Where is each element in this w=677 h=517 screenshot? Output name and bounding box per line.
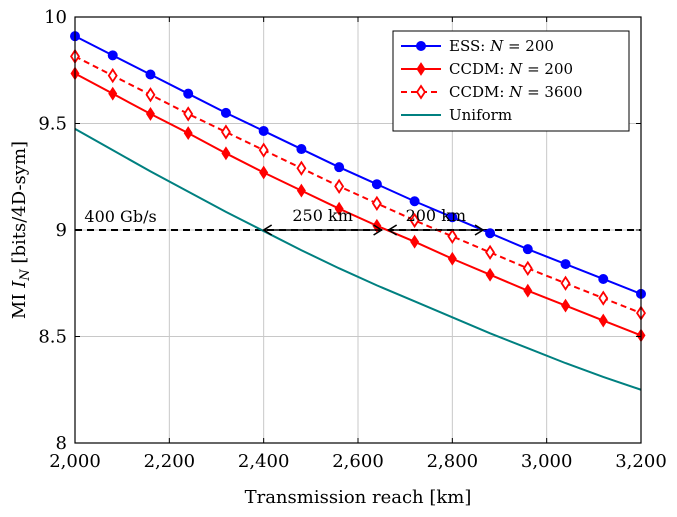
marker-diamond	[108, 86, 118, 101]
series-line	[74, 55, 642, 315]
marker-diamond-open	[220, 124, 231, 140]
x-tick-label: 3,000	[521, 451, 573, 472]
legend-item: CCDM: N = 200	[401, 60, 573, 78]
marker-circle	[183, 88, 194, 99]
marker-circle	[296, 144, 307, 155]
marker-diamond	[598, 313, 608, 328]
marker-diamond-open	[598, 290, 609, 306]
marker-circle	[145, 69, 156, 80]
series-line	[74, 127, 642, 391]
marker-diamond	[221, 146, 231, 161]
gap-arrow-head-left	[262, 224, 273, 236]
marker-circle	[447, 212, 458, 223]
marker-circle	[416, 41, 426, 51]
marker-circle	[220, 107, 231, 118]
series-layer	[70, 31, 646, 391]
marker-circle	[409, 196, 420, 207]
y-axis-label: MI IN [bits/4D-sym]	[9, 141, 33, 319]
series-line	[74, 35, 642, 295]
marker-diamond-open	[107, 67, 118, 84]
series-ccdm-n-200	[70, 66, 646, 343]
x-tick-label: 2,600	[332, 451, 384, 472]
x-tick-label: 2,200	[144, 451, 196, 472]
y-tick-label: 9	[56, 220, 67, 241]
marker-diamond	[410, 234, 420, 249]
x-tick-label: 2,800	[427, 451, 479, 472]
marker-diamond-open	[145, 87, 156, 103]
marker-diamond-open	[485, 244, 496, 261]
gap-arrow-head-right	[373, 224, 384, 236]
marker-circle	[560, 259, 571, 270]
marker-diamond	[523, 283, 533, 298]
gap-arrow-head-right	[474, 224, 485, 236]
legend-label: ESS: N = 200	[449, 37, 554, 55]
marker-diamond-open	[296, 160, 307, 176]
marker-diamond	[296, 183, 306, 198]
reach-gap-annotation: 200 km	[387, 206, 485, 236]
marker-diamond-open	[183, 106, 194, 122]
y-tick-label: 10	[44, 7, 67, 28]
marker-diamond	[447, 251, 457, 266]
threshold-label: 400 Gb/s	[84, 207, 156, 226]
x-tick-label: 3,200	[615, 451, 667, 472]
x-tick-label: 2,400	[238, 451, 290, 472]
y-tick-label: 8	[56, 433, 67, 454]
series-ccdm-n-3600	[70, 48, 646, 321]
legend-item: CCDM: N = 3600	[401, 83, 583, 101]
gap-arrow-head-left	[387, 224, 398, 236]
gap-label: 250 km	[292, 206, 353, 225]
marker-diamond-open	[371, 195, 382, 212]
marker-circle	[522, 244, 533, 255]
marker-diamond-open	[334, 178, 345, 194]
gap-label: 200 km	[406, 206, 467, 225]
marker-diamond-open	[560, 275, 571, 291]
y-tick-label: 8.5	[38, 327, 67, 348]
marker-circle	[334, 162, 345, 173]
marker-diamond-open	[447, 228, 458, 245]
legend-item: ESS: N = 200	[401, 37, 554, 55]
marker-diamond-open	[409, 212, 420, 229]
marker-diamond-open	[258, 142, 269, 158]
ticks-layer: 2,000 2,200 2,400 2,600 2,800 3,000 3,200 8 8.5 9…	[38, 7, 666, 472]
marker-diamond-open	[416, 84, 426, 100]
legend: ESS: N = 200 CCDM: N = 200 CCDM: N = 3600 U…	[392, 30, 630, 132]
marker-circle	[371, 179, 382, 190]
series-ess-n-200	[70, 31, 646, 299]
legend-label: Uniform	[449, 106, 512, 124]
marker-circle	[258, 125, 269, 136]
x-axis-label: Transmission reach [km]	[245, 487, 472, 508]
marker-circle	[485, 228, 496, 239]
marker-diamond-open	[522, 260, 533, 276]
series-uniform	[74, 127, 642, 391]
marker-diamond	[485, 267, 495, 282]
y-tick-label: 9.5	[38, 114, 67, 135]
marker-circle	[598, 273, 609, 284]
legend-label: CCDM: N = 200	[449, 60, 573, 78]
legend-item: Uniform	[401, 106, 512, 124]
marker-diamond	[561, 298, 571, 313]
annotation-layer: 250 km 200 km	[262, 206, 485, 236]
x-tick-label: 2,000	[49, 451, 101, 472]
marker-diamond	[183, 126, 193, 141]
series-line	[74, 72, 642, 337]
marker-diamond	[416, 62, 426, 76]
marker-diamond	[259, 165, 269, 180]
reach-gap-annotation: 250 km	[262, 206, 384, 236]
marker-diamond	[145, 106, 155, 121]
marker-circle	[107, 50, 118, 61]
legend-label: CCDM: N = 3600	[449, 83, 583, 101]
marker-diamond	[334, 201, 344, 216]
